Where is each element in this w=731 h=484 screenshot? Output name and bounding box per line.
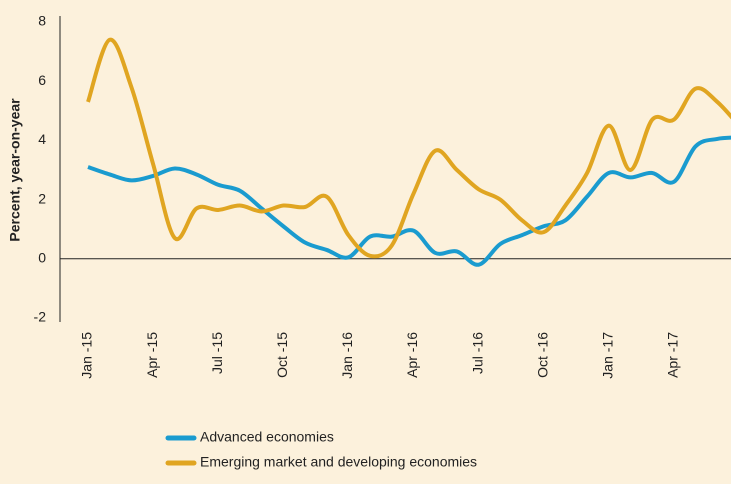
- y-tick-label: -2: [34, 309, 47, 325]
- x-tick-label: Oct -16: [534, 332, 550, 378]
- x-tick-label: Jan -17: [600, 332, 616, 379]
- y-tick-label: 0: [38, 250, 46, 266]
- x-tick-label: Jan -15: [79, 332, 95, 379]
- x-tick-label: Oct -15: [274, 332, 290, 378]
- series-line: [87, 135, 731, 267]
- legend-label: Emerging market and developing economies: [200, 454, 477, 470]
- y-tick-label: 2: [38, 190, 46, 206]
- y-tick-label: 6: [38, 72, 46, 88]
- x-tick-label: Apr -15: [144, 332, 160, 378]
- y-axis-label: Percent, year-on-year: [7, 98, 23, 242]
- x-tick-label: Jan -16: [339, 332, 355, 379]
- x-tick-label: Apr -16: [404, 332, 420, 378]
- x-tick-label: Jul -16: [469, 332, 485, 374]
- x-tick-label: Jul -17: [730, 332, 731, 374]
- y-tick-label: 8: [38, 13, 46, 29]
- legend-label: Advanced economies: [200, 429, 334, 445]
- x-tick-label: Jul -15: [209, 332, 225, 374]
- x-tick-label: Apr -17: [665, 332, 681, 378]
- series-line: [86, 37, 731, 259]
- y-tick-label: 4: [38, 131, 46, 147]
